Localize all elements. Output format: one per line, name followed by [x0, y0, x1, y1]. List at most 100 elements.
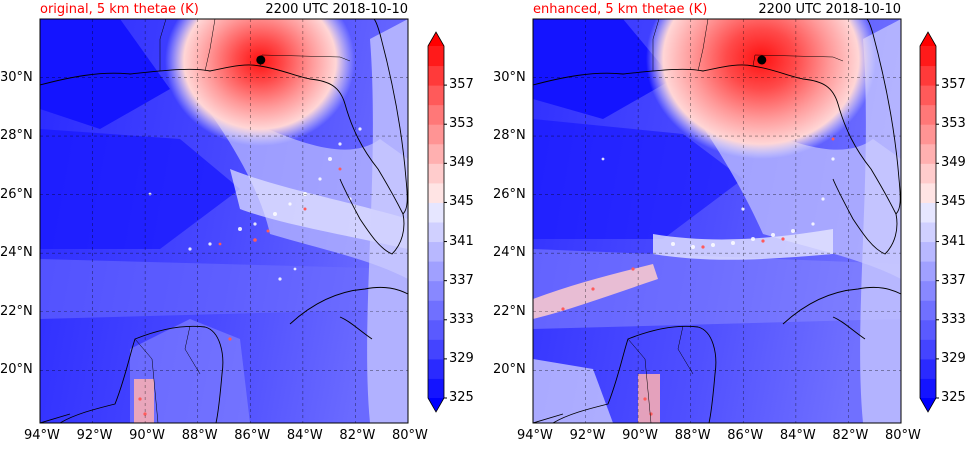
field-convection-cell — [638, 374, 660, 423]
left-colorbar — [427, 31, 447, 413]
colorbar-segment — [428, 163, 444, 184]
colorbar-segment — [428, 358, 444, 379]
colorbar-segment — [920, 280, 936, 301]
colorbar-segment — [428, 65, 444, 86]
colorbar-segment — [920, 46, 936, 67]
colorbar-segment — [428, 300, 444, 321]
colorbar-segment — [920, 143, 936, 164]
lat-tick-label: 26°N — [0, 186, 33, 202]
colorbar-tick-label: 337 — [449, 272, 474, 288]
colorbar-tick-label: 357 — [449, 77, 474, 93]
coastlines — [533, 19, 901, 423]
field-moist-band — [40, 259, 408, 319]
colorbar-tick-label: 329 — [941, 350, 966, 366]
colorbar-segment — [428, 222, 444, 243]
colorbar-tick-label: 349 — [449, 155, 474, 171]
colorbar-segment — [428, 46, 444, 67]
colorbar-extend-min — [920, 398, 936, 412]
lat-tick-label: 24°N — [0, 245, 33, 261]
colorbar-segment — [920, 319, 936, 340]
lon-tick-label: 94°W — [517, 428, 553, 443]
lat-tick-label: 24°N — [493, 245, 526, 261]
lon-tick-label: 92°W — [76, 428, 113, 443]
colorbar-segment — [920, 182, 936, 203]
colorbar-tick-label: 341 — [941, 233, 966, 249]
colorbar-tick-label: 341 — [449, 233, 474, 249]
right-panel-time: 2200 UTC 2018-10-10 — [758, 2, 901, 17]
lon-tick-label: 86°W — [234, 428, 271, 443]
hurricane-thetae-core — [646, 19, 876, 159]
colorbar-tick-label: 345 — [941, 194, 966, 210]
field-convection-cell — [134, 379, 154, 423]
colorbar-extend-min — [428, 398, 444, 412]
field-dry-band — [533, 119, 743, 239]
colorbar-segment — [920, 339, 936, 360]
lat-tick-label: 28°N — [493, 128, 526, 144]
lat-tick-label: 28°N — [0, 128, 33, 144]
colorbar-tick-label: 325 — [941, 390, 966, 405]
lon-tick-label: 80°W — [392, 428, 428, 443]
colorbar-segment — [428, 182, 444, 203]
lon-tick-label: 94°W — [24, 428, 60, 443]
colorbar-tick-label: 337 — [941, 272, 966, 288]
lon-tick-label: 92°W — [569, 428, 606, 443]
lon-tick-label: 88°W — [674, 428, 711, 443]
colorbar-tick-label: 353 — [449, 116, 474, 132]
lat-tick-label: 20°N — [493, 362, 526, 378]
coastlines — [40, 19, 408, 423]
lon-tick-label: 86°W — [727, 428, 764, 443]
colorbar-segment — [428, 319, 444, 340]
graticule — [533, 19, 901, 423]
colorbar-segment — [428, 261, 444, 282]
lon-tick-label: 82°W — [832, 428, 869, 443]
field-southwest-moist — [533, 359, 613, 423]
graticule — [40, 19, 408, 423]
colorbar-segment — [920, 261, 936, 282]
colorbar-tick-label: 333 — [449, 311, 474, 327]
field-convective-band — [230, 169, 408, 249]
lat-tick-label: 30°N — [493, 69, 526, 85]
field-convective-band — [653, 229, 833, 260]
colorbar-extend-max — [428, 32, 444, 46]
colorbar-segment — [428, 124, 444, 145]
colorbar-segment — [428, 280, 444, 301]
colorbar-segment — [920, 65, 936, 86]
field-moist-band — [533, 249, 901, 329]
colorbar-extend-max — [920, 32, 936, 46]
hurricane-thetae-core — [165, 19, 355, 146]
colorbar-segment — [428, 143, 444, 164]
left-panel-title: original, 5 km thetae (K) — [40, 2, 199, 17]
convective-speckles — [601, 157, 835, 249]
colorbar-tick-label: 333 — [941, 311, 966, 327]
lat-tick-label: 22°N — [493, 303, 526, 319]
lon-tick-label: 82°W — [339, 428, 376, 443]
lon-tick-label: 90°W — [129, 428, 166, 443]
lon-tick-label: 84°W — [286, 428, 323, 443]
colorbar-tick-label: 349 — [941, 155, 966, 171]
colorbar-segment — [920, 241, 936, 262]
colorbar-tick-label: 357 — [941, 77, 966, 93]
right-colorbar — [919, 31, 939, 413]
colorbar-segment — [428, 202, 444, 223]
colorbar-segment — [920, 222, 936, 243]
field-warm-streak — [533, 264, 658, 319]
lon-tick-label: 80°W — [885, 428, 921, 443]
colorbar-tick-label: 353 — [941, 116, 966, 132]
colorbar-segment — [920, 104, 936, 125]
hurricane-center-marker — [256, 55, 266, 65]
colorbar-segment — [428, 378, 444, 399]
lat-tick-label: 20°N — [0, 362, 33, 378]
convective-speckles — [148, 127, 362, 281]
colorbar-segment — [920, 358, 936, 379]
field-atlantic-moist — [367, 19, 408, 423]
convective-cores — [138, 167, 342, 416]
colorbar-tick-label: 325 — [449, 390, 474, 405]
colorbar-segment — [428, 241, 444, 262]
left-map-panel — [39, 18, 409, 424]
colorbar-tick-label: 329 — [449, 350, 474, 366]
lon-tick-label: 84°W — [779, 428, 816, 443]
lon-tick-label: 90°W — [622, 428, 659, 443]
lon-tick-label: 88°W — [181, 428, 218, 443]
right-map-panel — [532, 18, 902, 424]
colorbar-tick-label: 345 — [449, 194, 474, 210]
